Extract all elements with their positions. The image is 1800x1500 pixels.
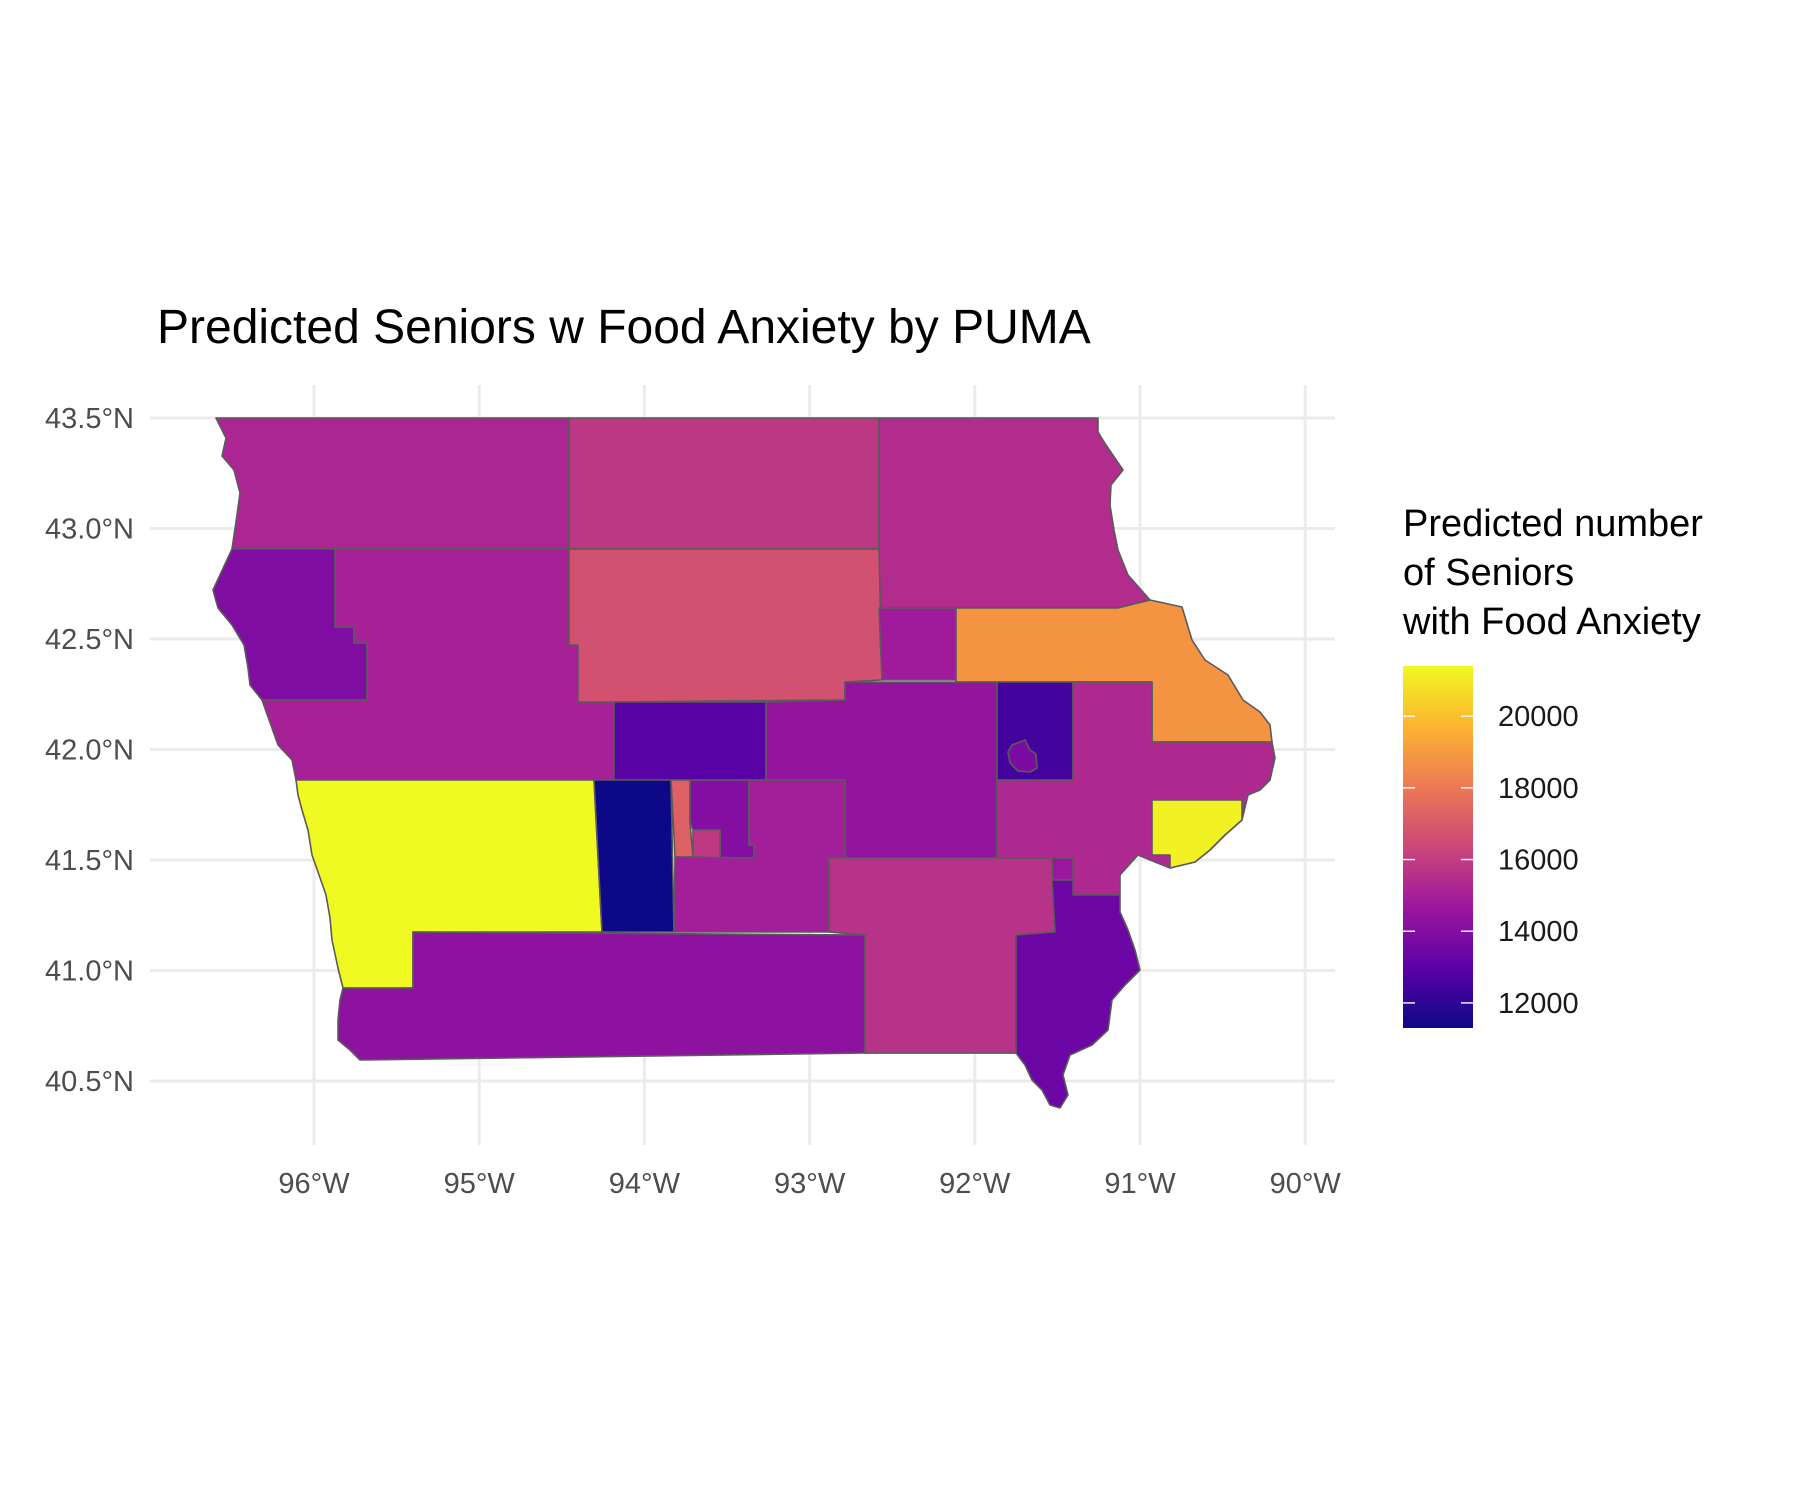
region-burlington [1015,879,1141,1109]
legend-title-line: with Food Anxiety [1403,601,1701,643]
puma-regions [212,417,1276,1109]
region-dallas-county [593,779,675,933]
region-davenport [1151,799,1243,869]
legend-color-bar [1403,666,1473,1028]
region-north-central [568,417,880,550]
legend-tick-label: 20000 [1498,701,1579,733]
y-tick-label: 43.0°N [45,514,134,546]
region-west-des-moines [670,779,694,858]
region-cedar-rapids-city [1007,739,1038,773]
x-tick-label: 96°W [278,1168,350,1200]
legend-ticks: 12000 14000 16000 18000 20000 [1403,701,1579,1020]
region-waterloo [878,607,957,681]
region-northwest [215,417,570,550]
legend-tick-label: 12000 [1498,988,1579,1020]
y-tick-label: 40.5°N [45,1066,134,1098]
legend-colorbar: 12000 14000 16000 18000 20000 [1403,666,1579,1028]
region-fort-dodge [568,548,883,703]
y-tick-label: 42.5°N [45,624,134,656]
legend-title: Predicted number of Seniors with Food Anxi… [1403,500,1703,647]
x-tick-label: 90°W [1270,1168,1342,1200]
axis-labels: 96°W 95°W 94°W 93°W 92°W 91°W 90°W 43.5°N 43.0°N… [45,403,1341,1200]
y-tick-label: 43.5°N [45,403,134,435]
legend-title-line: Predicted number [1403,503,1703,545]
y-tick-label: 42.0°N [45,735,134,767]
region-ames-area [613,701,767,781]
chart-title: Predicted Seniors w Food Anxiety by PUMA [157,301,1091,354]
region-des-moines-south [692,829,721,859]
x-tick-label: 93°W [774,1168,846,1200]
legend-tick-label: 18000 [1498,773,1579,805]
legend-tick-label: 16000 [1498,845,1579,877]
x-tick-label: 91°W [1104,1168,1176,1200]
y-tick-label: 41.0°N [45,956,134,988]
region-northeast [878,417,1151,609]
x-tick-label: 95°W [444,1168,516,1200]
y-tick-label: 41.5°N [45,845,134,877]
legend-tick-label: 14000 [1498,916,1579,948]
region-polk-east [673,779,846,933]
x-tick-label: 92°W [939,1168,1011,1200]
x-tick-label: 94°W [609,1168,681,1200]
legend-title-line: of Seniors [1403,552,1575,594]
region-south-central [337,931,866,1061]
